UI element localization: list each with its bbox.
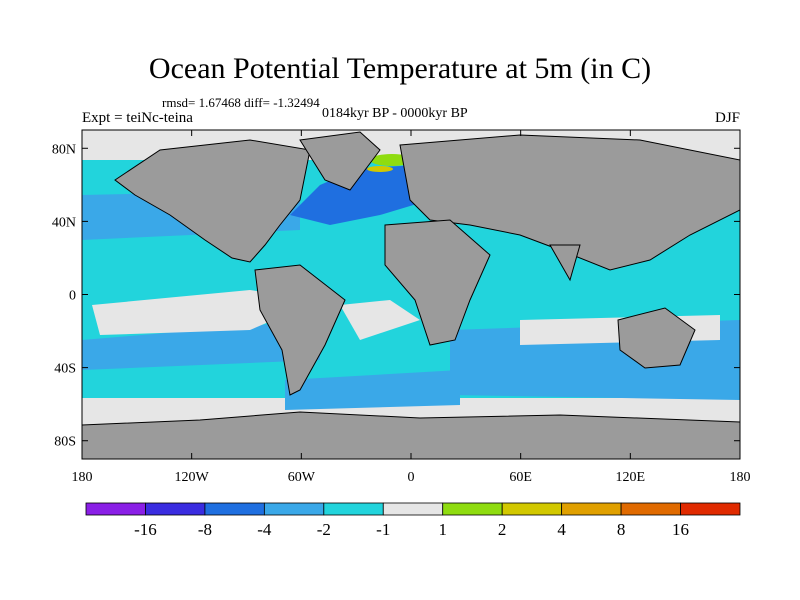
x-tick-label: 60E	[509, 470, 532, 485]
colorbar-swatch	[85, 502, 146, 516]
colorbar: -16 -8 -4 -2 -1 1 2 4 8 16	[85, 502, 741, 539]
colorbar-swatch	[145, 502, 206, 516]
colorbar-label: 8	[617, 520, 626, 539]
colorbar-swatch	[382, 502, 444, 516]
y-tick-label: 80S	[54, 435, 76, 450]
natl-cooling	[290, 165, 430, 225]
colorbar-label: -4	[257, 520, 272, 539]
x-tick-label: 0	[408, 470, 415, 485]
season-label: DJF	[714, 110, 740, 126]
colorbar-swatch	[680, 502, 741, 516]
map-field	[82, 130, 740, 459]
x-tick-label: 180	[730, 470, 751, 485]
land-australia	[617, 307, 696, 369]
colorbar-label: 1	[438, 520, 447, 539]
colorbar-label: -2	[317, 520, 331, 539]
colorbar-label: -1	[376, 520, 390, 539]
warm-patch-2	[367, 166, 393, 172]
y-axis: 80N 40N 0 40S 80S	[52, 142, 740, 450]
colorbar-swatch	[204, 502, 265, 516]
stats-line: rmsd= 1.67468 diff= -1.32494	[162, 95, 320, 110]
spac-band	[82, 320, 320, 370]
colorbar-label: 16	[672, 520, 689, 539]
colorbar-swatch	[442, 502, 503, 516]
x-tick-label: 120E	[616, 470, 646, 485]
colorbar-swatch	[323, 502, 384, 516]
land	[82, 131, 740, 459]
x-axis: 180 120W 60W 0 60E 120E 180	[72, 130, 751, 485]
colorbar-label: 4	[557, 520, 566, 539]
satl-nearzero	[340, 300, 420, 340]
land-africa	[384, 219, 491, 346]
land-south-america	[254, 264, 346, 396]
y-tick-label: 0	[69, 289, 76, 304]
satl-band	[285, 370, 460, 410]
x-tick-label: 60W	[288, 470, 316, 485]
colorbar-swatch	[263, 502, 325, 516]
x-tick-label: 180	[72, 470, 93, 485]
colorbar-swatch	[561, 502, 622, 516]
colorbar-swatch	[620, 502, 681, 516]
y-tick-label: 40S	[54, 362, 76, 377]
colorbar-label: -16	[134, 520, 157, 539]
colorbar-label: 2	[498, 520, 507, 539]
land-north-america	[114, 139, 311, 263]
period-label: 0184kyr BP - 0000kyr BP	[322, 106, 468, 121]
experiment-label: Expt = teiNc-teina	[82, 110, 193, 126]
colorbar-swatch	[501, 502, 563, 516]
y-tick-label: 80N	[52, 142, 76, 157]
colorbar-label: -8	[198, 520, 212, 539]
land-antarctica	[82, 411, 740, 459]
land-greenland	[299, 131, 381, 191]
land-india	[549, 244, 581, 282]
x-tick-label: 120W	[175, 470, 210, 485]
y-tick-label: 40N	[52, 215, 76, 230]
chart-title: Ocean Potential Temperature at 5m (in C)	[148, 52, 652, 85]
